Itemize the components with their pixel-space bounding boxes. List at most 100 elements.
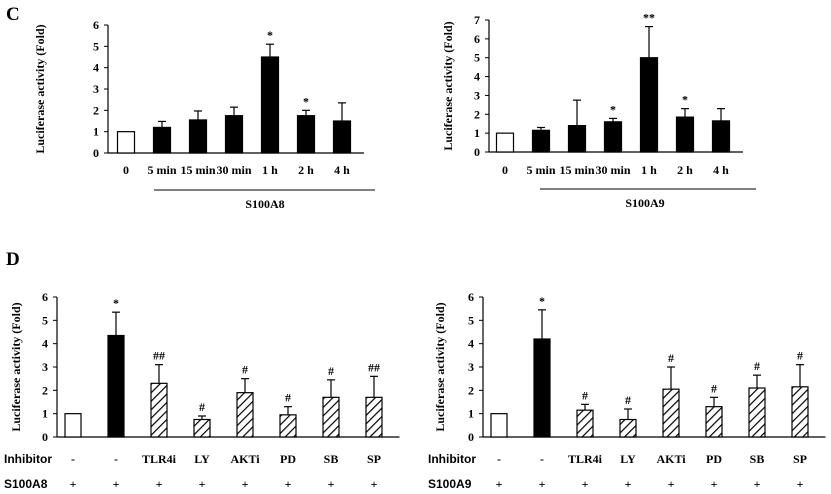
significance-marker: # — [711, 381, 717, 395]
x-tick-label: 30 min — [595, 163, 630, 177]
y-tick-label: 3 — [474, 88, 480, 102]
x-tick-label: 4 h — [713, 163, 729, 177]
y-tick-label: 6 — [93, 18, 99, 32]
significance-marker: * — [610, 102, 616, 116]
inhibitor-cell: AKTi — [656, 452, 686, 466]
x-tick-label: 30 min — [216, 163, 251, 177]
bar — [576, 409, 594, 438]
bar — [332, 120, 352, 154]
y-tick-label: 1 — [468, 407, 474, 421]
x-tick-label: 15 min — [180, 163, 215, 177]
bar — [152, 126, 172, 154]
row-label-inhibitor: Inhibitor — [4, 452, 52, 466]
y-tick-label: 5 — [474, 51, 480, 65]
significance-marker: # — [668, 351, 674, 365]
bar — [64, 413, 82, 438]
bar — [193, 418, 211, 438]
stimulus-cell: + — [285, 477, 292, 491]
y-tick-label: 1 — [42, 407, 48, 421]
inhibitor-cell: - — [497, 452, 501, 466]
significance-marker: # — [285, 391, 291, 405]
y-tick-label: 6 — [42, 290, 48, 304]
y-tick-label: 6 — [468, 290, 474, 304]
significance-marker: # — [797, 349, 803, 363]
stimulus-cell: + — [156, 477, 163, 491]
x-tick-label: 4 h — [334, 163, 350, 177]
y-tick-label: 6 — [474, 32, 480, 46]
bar — [260, 56, 280, 154]
significance-marker: * — [539, 294, 545, 308]
y-axis-title: Luciferase activity (Fold) — [441, 21, 455, 150]
y-tick-label: 0 — [468, 430, 474, 444]
inhibitor-cell: - — [114, 452, 118, 466]
inhibitor-cell: SB — [750, 452, 765, 466]
inhibitor-cell: - — [540, 452, 544, 466]
stimulus-cell: + — [539, 477, 546, 491]
bar — [619, 418, 637, 438]
x-tick-label: 5 min — [526, 163, 555, 177]
bar — [224, 115, 244, 154]
bar — [150, 382, 168, 438]
y-tick-label: 4 — [468, 337, 474, 351]
bar — [495, 132, 515, 153]
y-tick-label: 1 — [474, 126, 480, 140]
y-tick-label: 4 — [93, 61, 99, 75]
bar — [639, 57, 659, 153]
panel-label-c: C — [6, 4, 20, 25]
x-tick-label: 2 h — [677, 163, 693, 177]
y-tick-label: 3 — [42, 360, 48, 374]
x-tick-label: 2 h — [298, 163, 314, 177]
y-tick-label: 7 — [474, 13, 480, 27]
y-tick-label: 4 — [474, 70, 480, 84]
bar — [603, 121, 623, 153]
stimulus-cell: + — [496, 477, 503, 491]
inhibitor-cell: SP — [367, 452, 381, 466]
inhibitor-cell: LY — [620, 452, 636, 466]
y-tick-label: 4 — [42, 337, 48, 351]
stimulus-cell: + — [668, 477, 675, 491]
x-tick-label: 1 h — [641, 163, 657, 177]
row-label-stimulus: S100A9 — [428, 477, 472, 491]
significance-marker: # — [328, 364, 334, 378]
stimulus-cell: + — [797, 477, 804, 491]
bar — [662, 388, 680, 438]
inhibitor-cell: TLR4i — [568, 452, 603, 466]
inhibitor-cell: AKTi — [230, 452, 260, 466]
group-label: S100A8 — [245, 197, 284, 211]
bar — [116, 131, 136, 154]
x-tick-label: 5 min — [147, 163, 176, 177]
stimulus-cell: + — [711, 477, 718, 491]
bar — [322, 396, 340, 438]
significance-marker: ## — [368, 360, 380, 374]
bar — [567, 124, 587, 153]
significance-marker: # — [754, 359, 760, 373]
stimulus-cell: + — [70, 477, 77, 491]
stimulus-cell: + — [582, 477, 589, 491]
stimulus-cell: + — [625, 477, 632, 491]
row-label-stimulus: S100A8 — [4, 477, 48, 491]
stimulus-cell: + — [328, 477, 335, 491]
y-axis-title: Luciferase activity (Fold) — [9, 302, 23, 431]
significance-marker: * — [682, 93, 688, 107]
inhibitor-cell: SB — [324, 452, 339, 466]
y-tick-label: 0 — [474, 145, 480, 159]
bar — [490, 413, 508, 438]
panel-label-d: D — [6, 249, 20, 270]
x-tick-label: 1 h — [262, 163, 278, 177]
y-tick-label: 3 — [93, 82, 99, 96]
significance-marker: # — [199, 400, 205, 414]
y-tick-label: 5 — [468, 313, 474, 327]
inhibitor-cell: - — [71, 452, 75, 466]
bar — [107, 334, 125, 438]
stimulus-cell: + — [199, 477, 206, 491]
significance-marker: * — [113, 296, 119, 310]
significance-marker: ** — [643, 11, 655, 25]
stimulus-cell: + — [242, 477, 249, 491]
x-tick-label: 0 — [123, 163, 129, 177]
y-tick-label: 5 — [42, 313, 48, 327]
bar — [236, 392, 254, 438]
bar — [296, 115, 316, 154]
y-axis-title: Luciferase activity (Fold) — [433, 302, 447, 431]
